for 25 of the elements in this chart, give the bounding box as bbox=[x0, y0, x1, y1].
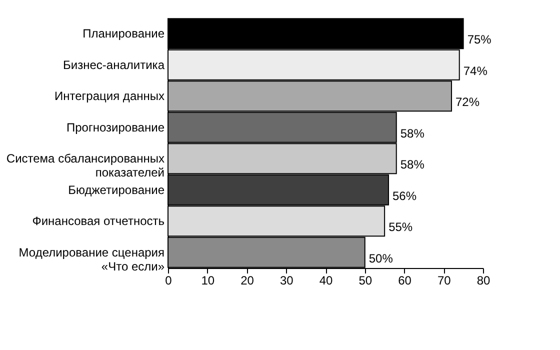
data-label: 55% bbox=[388, 220, 413, 234]
x-tick-label: 60 bbox=[398, 274, 412, 288]
y-tick-label: Финансовая отчетность bbox=[32, 214, 164, 228]
x-tick-label: 40 bbox=[319, 274, 333, 288]
y-tick-label: Интеграция данных bbox=[54, 89, 164, 104]
data-label: 75% bbox=[467, 32, 492, 47]
x-tick-label: 30 bbox=[280, 274, 294, 288]
y-tick-label: Бизнес-аналитика bbox=[63, 58, 165, 72]
x-tick-label: 80 bbox=[476, 274, 490, 288]
y-tick-label: Моделирование сценария «Что если» bbox=[18, 245, 165, 274]
x-tick-label: 20 bbox=[240, 274, 254, 288]
data-label: 58% bbox=[400, 158, 425, 172]
data-label: 58% bbox=[400, 126, 425, 140]
data-label: 72% bbox=[456, 95, 480, 110]
x-tick-label: 50 bbox=[358, 274, 372, 288]
y-tick-label: Прогнозирование bbox=[66, 120, 165, 134]
data-label: 56% bbox=[392, 188, 417, 203]
data-label: 50% bbox=[368, 251, 394, 266]
x-tick-label: 0 bbox=[165, 274, 172, 288]
data-label: 74% bbox=[463, 64, 488, 78]
y-tick-label: Система сбалансированных показателей bbox=[6, 152, 164, 180]
x-tick-label: 10 bbox=[201, 274, 215, 288]
y-tick-label: Планирование bbox=[82, 26, 165, 41]
y-tick-label: Бюджетирование bbox=[68, 182, 165, 197]
x-tick-label: 70 bbox=[437, 274, 452, 288]
